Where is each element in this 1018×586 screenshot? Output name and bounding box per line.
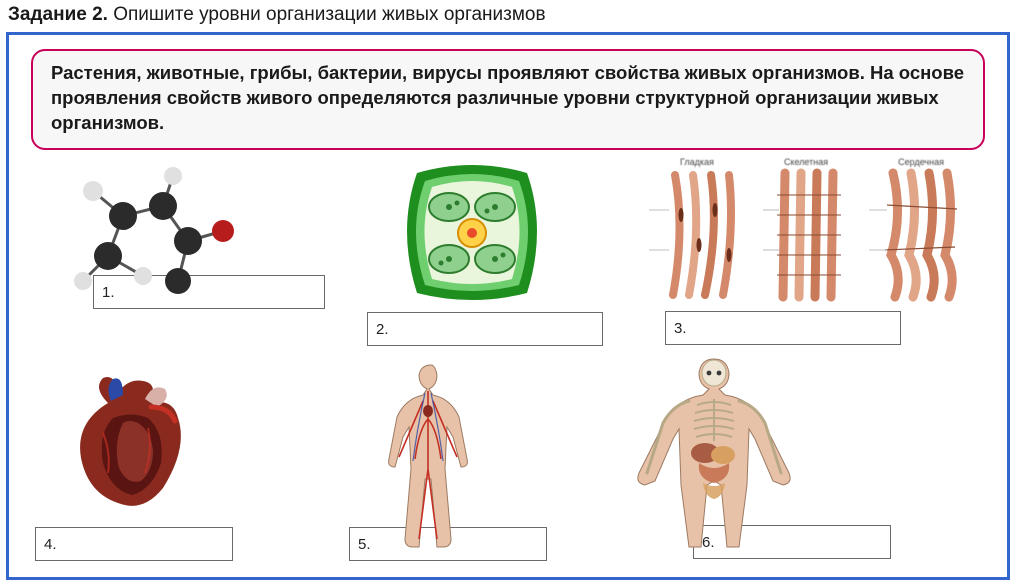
cell-icon bbox=[387, 155, 557, 310]
item-cell: 2. bbox=[387, 155, 603, 346]
slot-2[interactable]: 2. bbox=[367, 312, 603, 346]
tissue-label-2: Скелетная bbox=[784, 157, 828, 167]
slot-2-number: 2. bbox=[376, 321, 389, 338]
body-circulatory-icon bbox=[361, 359, 501, 549]
item-molecule: 1. bbox=[53, 161, 325, 309]
item-organ-system: 5. bbox=[361, 359, 547, 561]
slot-1[interactable]: 1. bbox=[93, 275, 325, 309]
slot-1-number: 1. bbox=[102, 284, 115, 301]
task-title: Опишите уровни организации живых организ… bbox=[108, 4, 546, 25]
tissue-icon bbox=[645, 155, 979, 305]
slot-6[interactable]: 6. bbox=[693, 525, 891, 559]
item-organism: 6. bbox=[619, 355, 891, 559]
item-organ: 4. bbox=[53, 373, 233, 561]
slot-4[interactable]: 4. bbox=[35, 527, 233, 561]
tissue-type-labels: Гладкая Скелетная Сердечная bbox=[645, 157, 979, 167]
slot-6-number: 6. bbox=[702, 534, 715, 551]
content-frame: Растения, животные, грибы, бактерии, вир… bbox=[6, 32, 1010, 580]
body-anatomy-icon bbox=[619, 355, 809, 551]
heart-icon bbox=[53, 373, 203, 523]
tissue-label-1: Гладкая bbox=[680, 157, 714, 167]
info-text: Растения, животные, грибы, бактерии, вир… bbox=[51, 62, 964, 133]
slot-4-number: 4. bbox=[44, 536, 57, 553]
slot-3-number: 3. bbox=[674, 320, 687, 337]
task-number: Задание 2. bbox=[8, 4, 108, 25]
illustration-canvas: 1. 2. bbox=[9, 155, 1007, 577]
item-tissue: Гладкая Скелетная Сердечная bbox=[645, 155, 979, 345]
tissue-label-3: Сердечная bbox=[898, 157, 944, 167]
info-box: Растения, животные, грибы, бактерии, вир… bbox=[31, 49, 985, 150]
slot-3[interactable]: 3. bbox=[665, 311, 901, 345]
task-header: Задание 2. Опишите уровни организации жи… bbox=[0, 0, 1018, 32]
slot-5-number: 5. bbox=[358, 536, 371, 553]
